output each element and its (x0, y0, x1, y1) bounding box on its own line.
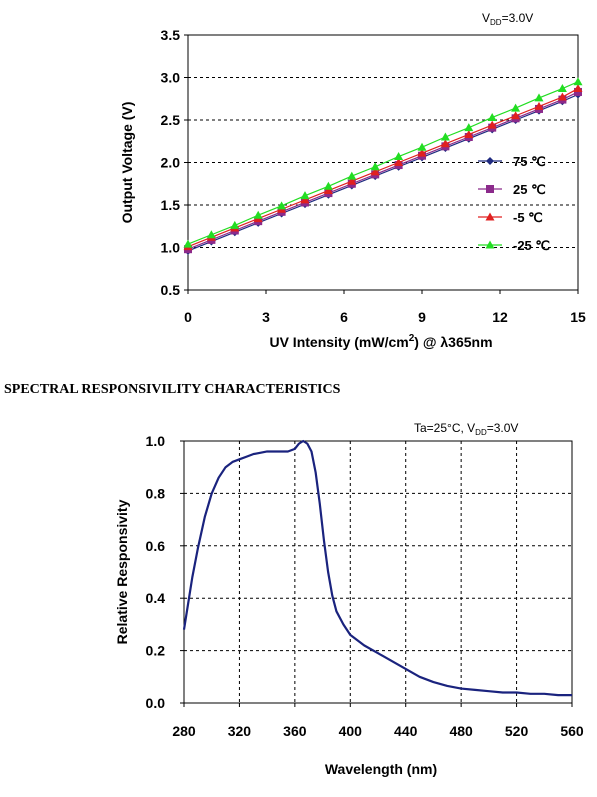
data-point (557, 84, 567, 93)
plot-frame (183, 440, 573, 704)
x-tick-label: 15 (570, 309, 586, 325)
data-point (300, 191, 310, 200)
x-tick-label: 280 (172, 723, 196, 739)
data-point (511, 111, 521, 120)
y-tick-label: 1.0 (161, 240, 181, 256)
y-tick-label: 3.0 (161, 70, 181, 86)
condition-label: VDD=3.0V (482, 11, 533, 27)
x-axis-title: UV Intensity (mW/cm2) @ λ365nm (269, 333, 492, 350)
x-tick-label: 320 (228, 723, 252, 739)
data-point (206, 230, 216, 239)
data-point (253, 210, 263, 219)
y-tick-label: 2.0 (161, 155, 181, 171)
data-point (323, 181, 333, 190)
x-tick-label: 9 (418, 309, 426, 325)
data-point (464, 129, 474, 138)
x-tick-label: 0 (184, 309, 192, 325)
data-point (573, 77, 583, 86)
data-point (347, 171, 357, 180)
legend-marker (486, 185, 494, 193)
data-point (417, 142, 427, 151)
series-3 (183, 77, 583, 248)
section-title: SPECTRAL RESPONSIVILITY CHARACTERISTICS (4, 382, 341, 397)
x-tick-label: 360 (283, 723, 307, 739)
data-point (511, 103, 521, 112)
data-point (417, 148, 427, 157)
data-point (557, 92, 567, 101)
data-point (277, 201, 287, 210)
data-point (347, 176, 357, 185)
data-point (370, 162, 380, 171)
data-point (183, 239, 193, 248)
y-tick-label: 0.6 (146, 538, 166, 554)
y-tick-label: 3.5 (161, 27, 181, 43)
y-tick-label: 0.8 (146, 485, 166, 501)
legend-marker (485, 212, 495, 221)
x-tick-label: 480 (449, 723, 473, 739)
legend-marker (485, 240, 495, 249)
data-point (573, 84, 583, 93)
y-tick-label: 1.0 (146, 433, 166, 449)
data-point (394, 158, 404, 166)
series-line (187, 81, 579, 245)
data-point (440, 139, 450, 148)
y-tick-label: 0.4 (146, 590, 166, 606)
data-point (534, 93, 544, 102)
y-tick-label: 0.0 (146, 695, 166, 711)
x-tick-label: 3 (262, 309, 270, 325)
data-point (464, 123, 474, 132)
x-axis-title: Wavelength (nm) (325, 761, 437, 777)
data-point (487, 112, 497, 121)
legend-label: -5 ℃ (513, 210, 543, 225)
series-line (187, 88, 579, 248)
x-tick-label: 12 (492, 309, 508, 325)
data-point (394, 152, 404, 161)
y-tick-label: 0.2 (146, 643, 166, 659)
y-tick-label: 0.5 (161, 282, 181, 298)
data-point (230, 220, 240, 229)
x-tick-label: 440 (394, 723, 418, 739)
x-tick-label: 520 (505, 723, 529, 739)
output-voltage-chart: 3.5 3.0 2.5 2.0 1.5 1.0 0.50 3 6 9 12 15 Output Volt… (119, 11, 586, 350)
data-point (300, 195, 310, 204)
y-axis-title: Output Voltage (V) (119, 102, 135, 224)
data-point (323, 186, 333, 195)
y-axis-title: Relative Responsivity (114, 499, 130, 644)
legend-label: 75 ℃ (513, 154, 546, 169)
y-tick-label: 1.5 (161, 197, 181, 213)
x-tick-label: 6 (340, 309, 348, 325)
legend-label: -25 ℃ (513, 238, 550, 253)
data-point (534, 101, 544, 110)
responsivity-curve (182, 439, 572, 697)
x-tick-label: 560 (560, 723, 584, 739)
data-point (370, 167, 380, 176)
data-point (487, 120, 497, 129)
y-tick-label: 2.5 (161, 112, 181, 128)
legend-label: 25 ℃ (513, 182, 546, 197)
x-tick-label: 400 (339, 723, 363, 739)
legend-marker (486, 157, 494, 165)
condition-label: Ta=25°C, VDD=3.0V (414, 421, 518, 437)
data-point (440, 132, 450, 141)
